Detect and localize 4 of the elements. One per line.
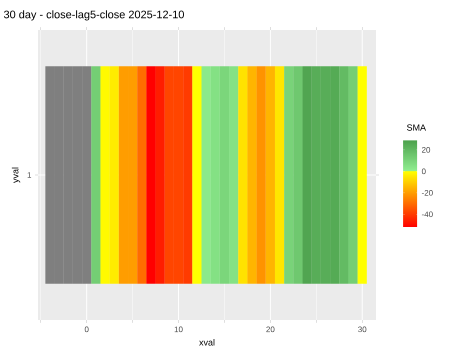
- chart-title: 30 day - close-lag5-close 2025-12-10: [4, 10, 184, 20]
- x-axis-title: xval: [199, 339, 214, 346]
- y-axis-title: yval: [12, 168, 20, 183]
- color-bar-title: SMA: [406, 124, 426, 131]
